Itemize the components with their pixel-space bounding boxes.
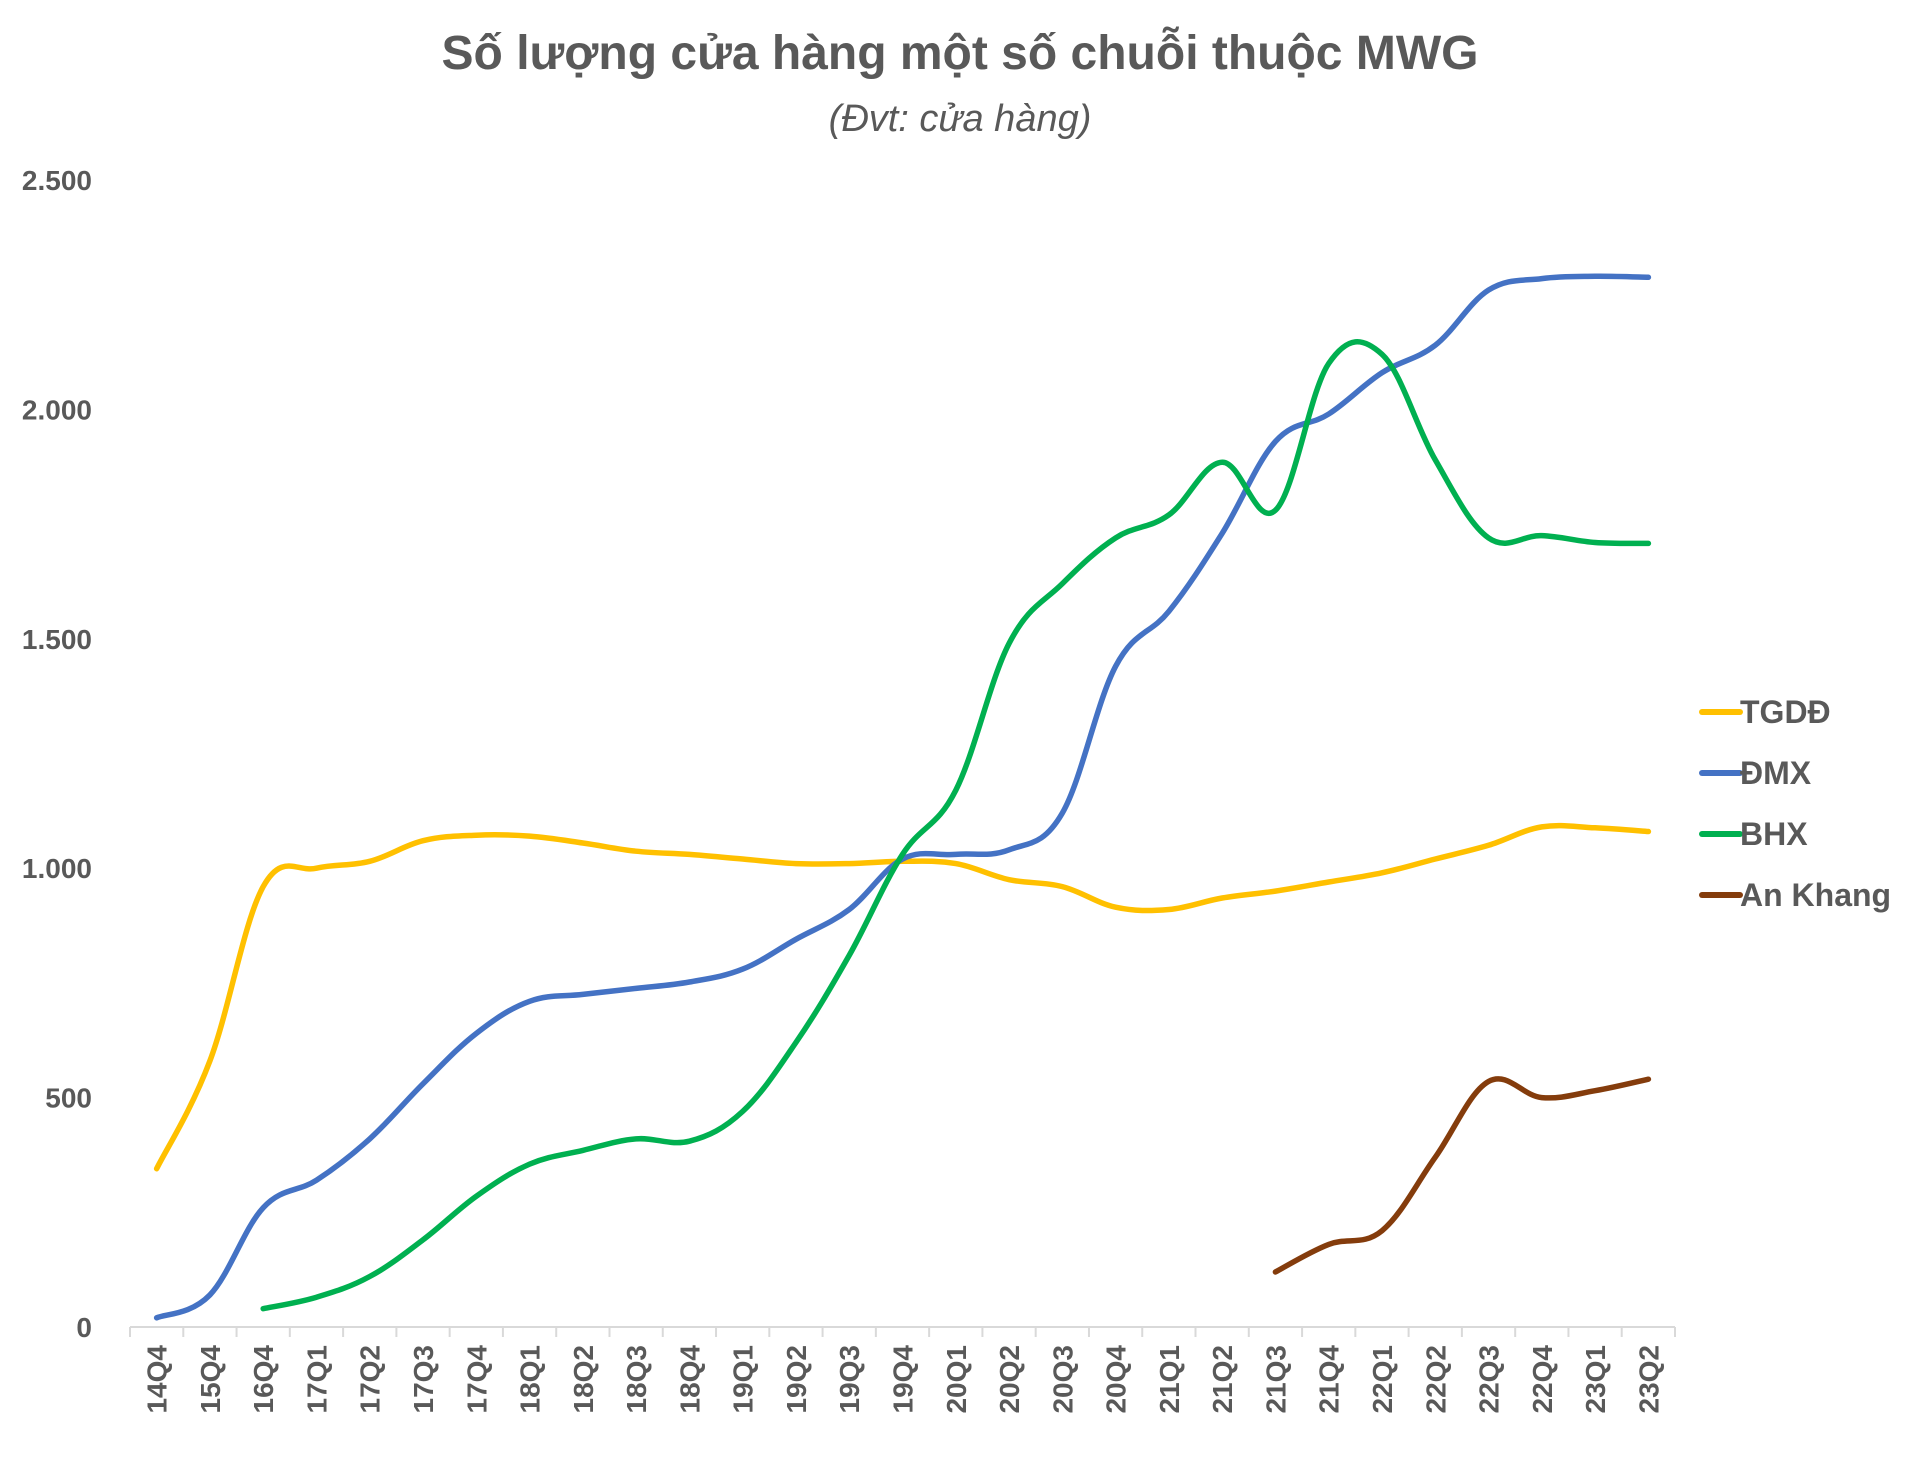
x-tick-label: 18Q3	[621, 1345, 652, 1414]
x-tick-label: 21Q1	[1154, 1345, 1185, 1414]
chart-subtitle: (Đvt: cửa hàng)	[828, 98, 1092, 140]
x-tick-label: 20Q2	[994, 1345, 1025, 1414]
y-tick-label: 0	[76, 1312, 92, 1343]
x-axis: 14Q4 15Q4 16Q4 17Q1 17Q2 17Q3 17Q4 18Q1 18Q2 18Q3…	[129, 1326, 1676, 1414]
x-tick-label: 19Q1	[728, 1345, 759, 1414]
x-tick-label: 18Q4	[674, 1345, 705, 1414]
x-tick-label: 19Q2	[781, 1345, 812, 1414]
x-tick-label: 17Q3	[408, 1345, 439, 1414]
legend-label: TGDĐ	[1740, 694, 1831, 730]
chart-title: Số lượng cửa hàng một số chuỗi thuộc MWG	[441, 27, 1479, 80]
series-line-an-khang	[1272, 1076, 1652, 1275]
x-tick-label: 17Q1	[301, 1345, 332, 1414]
x-tick-label: 20Q1	[941, 1345, 972, 1414]
x-tick-label: 15Q4	[195, 1345, 226, 1414]
x-tick-label: 21Q3	[1260, 1345, 1291, 1414]
x-tick-label: 20Q3	[1047, 1345, 1078, 1414]
x-tick-label: 19Q4	[888, 1345, 919, 1414]
x-tick-label: 21Q2	[1207, 1345, 1238, 1414]
y-tick-label: 1.000	[22, 853, 92, 884]
y-tick-label: 1.500	[22, 624, 92, 655]
legend-label: ĐMX	[1740, 755, 1812, 791]
x-tick-label: 22Q1	[1367, 1345, 1398, 1414]
x-tick-label: 23Q1	[1580, 1345, 1611, 1414]
y-tick-label: 500	[45, 1083, 92, 1114]
x-tick-label: 17Q2	[355, 1345, 386, 1414]
series-line-tgdđ	[153, 822, 1652, 1172]
y-axis: 0 500 1.000 1.500 2.000 2.500	[22, 165, 92, 1343]
x-tick-label: 18Q2	[568, 1345, 599, 1414]
x-tick-label: 18Q1	[515, 1345, 546, 1414]
series-lines	[153, 273, 1652, 1321]
x-tick-label: 22Q2	[1420, 1345, 1451, 1414]
y-tick-label: 2.500	[22, 165, 92, 196]
x-tick-label: 16Q4	[248, 1345, 279, 1414]
x-tick-label: 22Q3	[1474, 1345, 1505, 1414]
legend: TGDĐ ĐMX BHX An Khang	[1699, 694, 1891, 913]
legend-label: BHX	[1740, 816, 1808, 852]
x-tick-label: 17Q4	[461, 1345, 492, 1414]
series-line-đmx	[153, 273, 1652, 1321]
y-tick-label: 2.000	[22, 394, 92, 425]
legend-label: An Khang	[1740, 877, 1891, 913]
x-tick-label: 20Q4	[1101, 1345, 1132, 1414]
x-tick-label: 14Q4	[142, 1345, 173, 1414]
series-line-bhx	[260, 339, 1652, 1312]
x-tick-label: 23Q2	[1633, 1345, 1664, 1414]
x-tick-label: 22Q4	[1527, 1345, 1558, 1414]
x-tick-label: 21Q4	[1314, 1345, 1345, 1414]
x-tick-label: 19Q3	[834, 1345, 865, 1414]
